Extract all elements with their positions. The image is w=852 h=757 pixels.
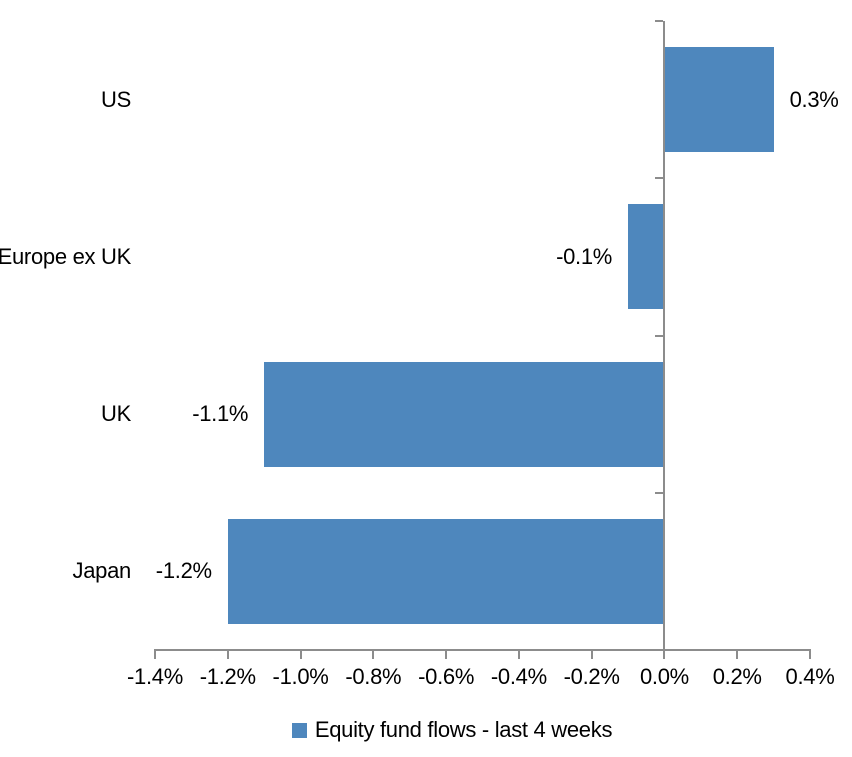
legend: Equity fund flows - last 4 weeks [26,714,852,746]
x-axis-tick [809,649,811,659]
category-label: UK [101,401,131,427]
category-label: Europe ex UK [0,243,131,269]
bar-japan [227,518,665,624]
x-axis-tick-label: 0.4% [785,664,835,689]
x-axis-tick-label: -0.6% [418,664,475,689]
y-axis-tick [655,20,664,22]
x-axis-tick [154,649,156,659]
y-axis-tick [655,177,664,180]
bar-uk [264,361,665,467]
x-axis-tick-label: -0.4% [490,664,547,689]
value-label: -0.1% [556,243,613,269]
x-axis-tick-label: -1.4% [127,664,183,689]
x-axis-tick-label: -1.0% [272,664,329,689]
value-label: 0.3% [789,86,839,112]
x-axis-tick [445,649,448,659]
value-label: -1.2% [155,558,212,584]
y-axis-line [663,21,666,650]
x-axis-tick [226,649,229,659]
y-axis-tick [655,334,664,337]
x-axis-tick-label: -0.2% [563,664,620,689]
x-axis-line [154,649,811,651]
bar-us [664,47,774,153]
x-axis-tick [663,649,666,659]
x-axis-tick [736,649,739,659]
category-label: Japan [72,558,132,584]
x-axis-tick [590,649,593,659]
category-label: US [101,86,131,112]
legend-swatch-icon [291,722,307,738]
x-axis-tick-label: 0.0% [639,664,689,689]
x-axis-tick [517,649,520,659]
bar-europe-ex-uk [628,204,665,310]
x-axis-tick-label: -0.8% [345,664,402,689]
x-axis-tick [372,649,375,659]
x-axis-tick-label: -1.2% [199,664,256,689]
value-label: -1.1% [192,401,249,427]
legend-label: Equity fund flows - last 4 weeks [314,717,613,742]
x-axis-tick-label: 0.2% [712,664,762,689]
x-axis-tick [299,649,302,659]
y-axis-tick [655,491,664,494]
